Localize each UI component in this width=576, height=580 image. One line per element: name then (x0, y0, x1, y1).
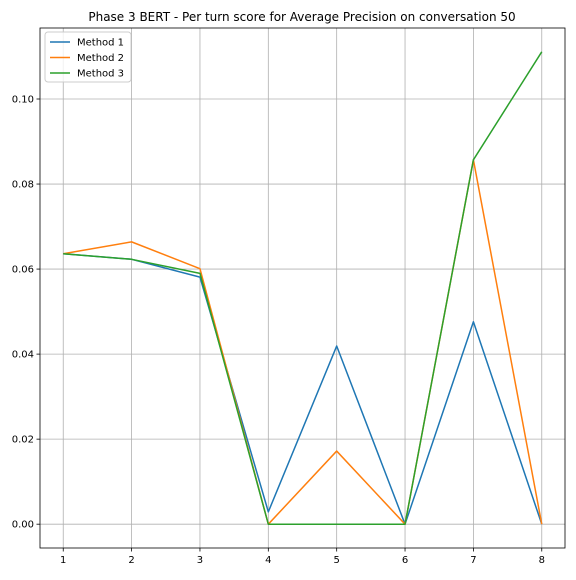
x-tick-label: 1 (60, 555, 66, 566)
series-line-method-3 (63, 51, 543, 525)
x-tick-label: 8 (539, 555, 545, 566)
legend: Method 1 Method 2 Method 3 (44, 31, 132, 83)
x-tick-label: 2 (128, 555, 134, 566)
series-lines (63, 51, 543, 525)
legend-label-method-3: Method 3 (77, 69, 124, 80)
y-tick-label: 0.00 (12, 520, 34, 531)
y-tick-label: 0.04 (12, 350, 34, 361)
legend-label-method-2: Method 2 (77, 53, 124, 64)
y-tick-label: 0.02 (12, 435, 34, 446)
y-tick-label: 0.08 (12, 180, 34, 191)
x-tick-label: 7 (470, 555, 476, 566)
axes: 1 2 3 4 5 6 7 8 0.00 0.02 0.04 0.06 0.08 0.10 (12, 95, 545, 566)
legend-label-method-1: Method 1 (77, 38, 124, 49)
legend-box (44, 31, 132, 83)
y-tick-label: 0.10 (12, 95, 34, 106)
plot-frame (39, 27, 566, 549)
x-tick-label: 5 (333, 555, 339, 566)
x-tick-label: 4 (265, 555, 271, 566)
y-tick-label: 0.06 (12, 265, 34, 276)
chart-title: Phase 3 BERT - Per turn score for Averag… (88, 10, 515, 24)
x-tick-label: 6 (402, 555, 408, 566)
x-tick-label: 3 (197, 555, 203, 566)
